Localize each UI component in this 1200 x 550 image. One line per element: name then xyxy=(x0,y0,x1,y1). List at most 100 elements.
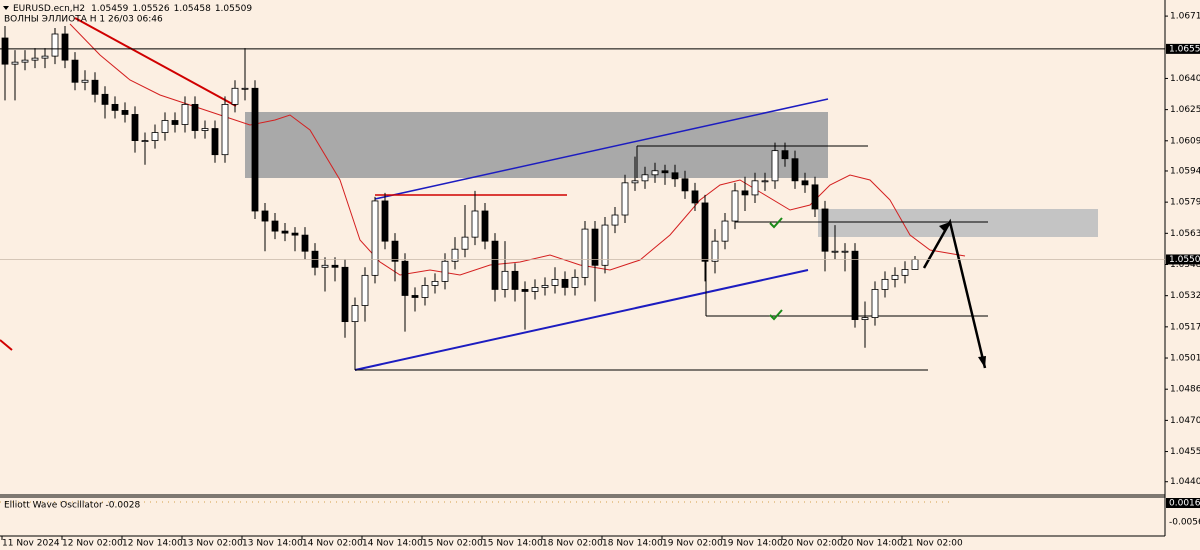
candle-body xyxy=(541,285,549,288)
candle-body xyxy=(691,190,699,204)
y-tick-label: 1.05484 xyxy=(1170,260,1200,270)
candle-body xyxy=(811,184,819,210)
ohlc-low: 1.05458 xyxy=(174,4,211,14)
candle-body xyxy=(261,210,269,222)
zone xyxy=(818,209,1098,237)
x-tick-label: 15 Nov 02:00 xyxy=(422,539,483,549)
y-tick-label: 1.05639 xyxy=(1170,229,1200,239)
candle-body xyxy=(1,37,9,65)
y-tick-label: 1.05329 xyxy=(1170,291,1200,301)
candle-body xyxy=(71,59,79,83)
candle-body xyxy=(651,170,659,176)
y-tick-label: 1.06719 xyxy=(1170,12,1200,22)
candle-body xyxy=(781,150,789,160)
candle-body xyxy=(121,110,129,115)
candle-body xyxy=(221,103,229,156)
candle-body xyxy=(21,59,29,63)
candle-body xyxy=(721,220,729,242)
candle-body xyxy=(271,220,279,232)
candle-body xyxy=(881,278,889,290)
channel-line xyxy=(354,269,809,371)
candle-body xyxy=(461,236,469,250)
candle-body xyxy=(701,202,709,262)
candle-body xyxy=(161,120,169,133)
candle-body xyxy=(731,190,739,222)
symbol: EURUSD.ecn,H2 1.05459 1.05526 1.05458 1.0550… xyxy=(13,4,252,14)
icon xyxy=(3,6,9,10)
y-tick-label: 1.05019 xyxy=(1170,354,1200,364)
y-tick-label: 1.04554 xyxy=(1170,447,1200,457)
candle-body xyxy=(451,248,459,262)
trend-line xyxy=(74,17,237,107)
candle-body xyxy=(151,132,159,141)
candle-body xyxy=(421,285,429,298)
candle-body xyxy=(641,174,649,182)
candle-body xyxy=(511,270,519,290)
symbol-text: EURUSD.ecn,H2 xyxy=(13,4,85,14)
moving-average xyxy=(69,23,966,276)
x-tick-label: 12 Nov 14:00 xyxy=(122,539,183,549)
x-tick-label: 20 Nov 02:00 xyxy=(782,539,843,549)
candle-body xyxy=(471,210,479,238)
candle-body xyxy=(761,180,769,183)
candle-body xyxy=(251,87,259,212)
candle-body xyxy=(711,240,719,262)
trend-line xyxy=(0,339,13,351)
candle-body xyxy=(51,33,59,57)
x-tick-label: 19 Nov 02:00 xyxy=(662,539,723,549)
candle-body xyxy=(391,240,399,262)
candle-body xyxy=(41,55,49,59)
candle-body xyxy=(741,190,749,196)
candle-body xyxy=(871,289,879,318)
candle-body xyxy=(191,103,199,131)
x-tick-label: 18 Nov 02:00 xyxy=(542,539,603,549)
candle-body xyxy=(791,158,799,182)
candle-body xyxy=(401,260,409,296)
ohlc-close: 1.05509 xyxy=(215,4,252,14)
candle-body xyxy=(481,210,489,242)
candle-body xyxy=(81,79,89,83)
y-tick-label: 1.05949 xyxy=(1170,166,1200,176)
candle-body xyxy=(171,120,179,125)
candle-body xyxy=(361,274,369,306)
candle-body xyxy=(801,180,809,186)
y-tick-label: 1.04404 xyxy=(1170,477,1200,487)
x-tick-label: 15 Nov 14:00 xyxy=(482,539,543,549)
zone xyxy=(245,112,828,178)
candle-body xyxy=(301,234,309,252)
check-mark xyxy=(769,217,783,229)
candle-body xyxy=(31,57,39,61)
candle-body xyxy=(861,317,869,321)
candles xyxy=(1,25,919,358)
candle-body xyxy=(751,180,759,196)
candle-body xyxy=(441,260,449,282)
candle-body xyxy=(901,269,909,276)
candle-body xyxy=(551,278,559,286)
y-tick-label: 1.04864 xyxy=(1170,385,1200,395)
candle-body xyxy=(581,228,589,278)
candle-body xyxy=(621,182,629,216)
candle-body xyxy=(231,87,239,105)
check-mark xyxy=(769,309,783,321)
candle-body xyxy=(351,305,359,323)
candle-body xyxy=(611,214,619,226)
candle-body xyxy=(241,87,249,90)
candle-body xyxy=(491,240,499,290)
y-tick-label: 1.06099 xyxy=(1170,136,1200,146)
oscillator-value-box xyxy=(1166,498,1200,508)
candle-body xyxy=(211,128,219,156)
candle-body xyxy=(771,150,779,182)
y-tick-label: 1.05794 xyxy=(1170,198,1200,208)
x-tick-label: 12 Nov 02:00 xyxy=(62,539,123,549)
candle-body xyxy=(411,295,419,298)
candle-body xyxy=(181,103,189,125)
candle-body xyxy=(331,264,339,268)
channel-line xyxy=(374,98,829,200)
candle-body xyxy=(501,270,509,290)
candle-body xyxy=(671,172,679,180)
x-tick-label: 20 Nov 14:00 xyxy=(842,539,903,549)
candle-body xyxy=(831,250,839,253)
x-tick-label: 19 Nov 14:00 xyxy=(722,539,783,549)
candle-body xyxy=(601,224,609,266)
